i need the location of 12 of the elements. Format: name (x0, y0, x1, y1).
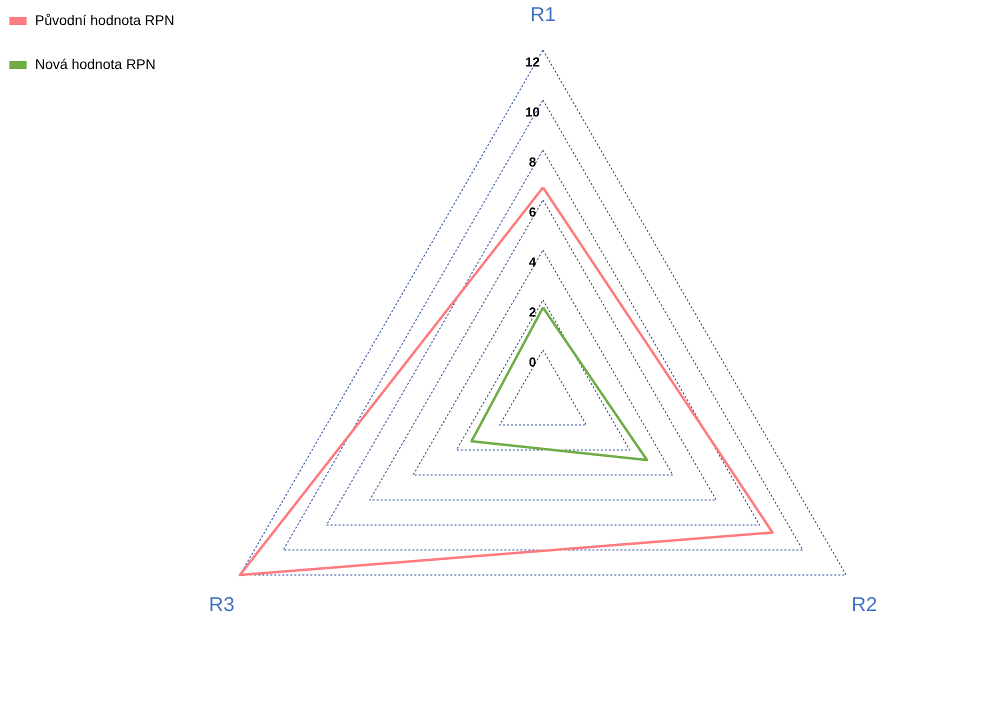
spoke-label: R1 (530, 4, 556, 26)
y-tick-label: 12 (525, 54, 540, 70)
spoke-label: R3 (208, 594, 234, 616)
spoke-label: R2 (852, 594, 878, 616)
y-tick-label: 6 (528, 204, 536, 220)
legend-label: Nová hodnota RPN (35, 56, 156, 72)
y-tick-label: 10 (525, 104, 540, 120)
legend-label: Původní hodnota RPN (35, 12, 174, 28)
y-tick-label: 0 (528, 354, 536, 370)
y-tick-label: 4 (528, 254, 537, 270)
y-tick-label: 2 (528, 304, 536, 320)
y-tick-label: 8 (528, 154, 536, 170)
